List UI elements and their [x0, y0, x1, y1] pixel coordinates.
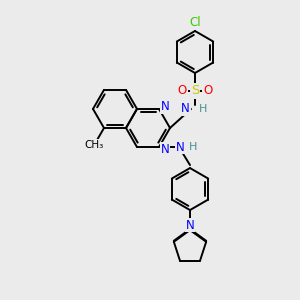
Text: O: O [177, 85, 187, 98]
Text: N: N [160, 100, 169, 113]
Text: H: H [199, 104, 207, 114]
Text: S: S [191, 85, 199, 98]
Text: N: N [176, 141, 184, 154]
Text: CH₃: CH₃ [84, 140, 104, 150]
Text: Cl: Cl [189, 16, 201, 28]
Text: H: H [189, 142, 197, 152]
Text: N: N [160, 142, 169, 156]
Text: O: O [203, 85, 213, 98]
Text: N: N [181, 103, 190, 116]
Text: N: N [186, 219, 194, 232]
